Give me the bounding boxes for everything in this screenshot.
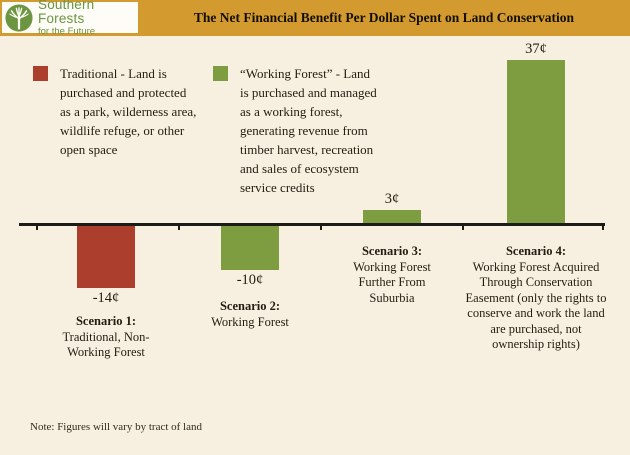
bar-value-label: -10¢ xyxy=(236,272,264,288)
bar-value-label: -14¢ xyxy=(92,289,120,306)
bar-value-label: 3¢ xyxy=(384,190,400,207)
legend-label-working-forest: “Working Forest” - Land is purchased and… xyxy=(240,66,377,195)
axis-tick xyxy=(36,226,38,230)
tree-logo-icon xyxy=(5,3,33,32)
legend-swatch-traditional xyxy=(33,66,48,81)
bar-column-scenario-4: 37¢ Scenario 4: Working Forest Acquired … xyxy=(465,0,607,455)
scenario-desc: Working Forest Further From Suburbia xyxy=(353,259,431,305)
bar-scenario-1 xyxy=(77,226,135,288)
x-axis-line xyxy=(19,223,605,226)
legend-item-working-forest: “Working Forest” - Land is purchased and… xyxy=(213,64,383,197)
logo-text: Southern Forests for the Future xyxy=(38,0,138,37)
scenario-desc: Traditional, Non-Working Forest xyxy=(62,329,150,360)
axis-tick xyxy=(178,226,180,230)
scenario-title: Scenario 3: xyxy=(361,244,423,258)
bar-scenario-3 xyxy=(363,209,421,223)
axis-tick xyxy=(462,226,464,230)
legend-swatch-working-forest xyxy=(213,66,228,81)
bar-scenario-2 xyxy=(221,226,279,270)
bar-column-scenario-3: 3¢ Scenario 3: Working Forest Further Fr… xyxy=(321,0,463,455)
category-label-scenario-3: Scenario 3: Working Forest Further From … xyxy=(321,244,463,306)
axis-tick xyxy=(602,226,604,230)
footnote: Note: Figures will vary by tract of land xyxy=(30,421,202,433)
bar-column-scenario-1: -14¢ Scenario 1: Traditional, Non-Workin… xyxy=(35,0,177,455)
category-label-scenario-4: Scenario 4: Working Forest Acquired Thro… xyxy=(465,244,607,353)
scenario-desc: Working Forest Acquired Through Conserva… xyxy=(465,259,607,352)
bar-column-scenario-2: -10¢ Scenario 2: Working Forest xyxy=(179,0,321,455)
scenario-title: Scenario 4: xyxy=(505,244,567,258)
category-label-scenario-2: Scenario 2: Working Forest xyxy=(179,299,321,330)
page-title: The Net Financial Benefit Per Dollar Spe… xyxy=(193,10,575,25)
bar-scenario-4 xyxy=(507,60,565,223)
bar-value-label: 37¢ xyxy=(525,41,547,58)
category-label-scenario-1: Scenario 1: Traditional, Non-Working For… xyxy=(35,314,177,361)
legend-label-traditional: Traditional - Land is purchased and prot… xyxy=(60,66,197,157)
axis-tick xyxy=(320,226,322,230)
scenario-title: Scenario 2: xyxy=(219,299,281,313)
legend-item-traditional: Traditional - Land is purchased and prot… xyxy=(33,64,203,159)
scenario-title: Scenario 1: xyxy=(75,314,137,328)
logo-name: Southern Forests xyxy=(38,0,95,26)
logo: Southern Forests for the Future xyxy=(2,0,138,36)
scenario-desc: Working Forest xyxy=(211,314,289,329)
logo-tagline: for the Future xyxy=(38,26,96,38)
